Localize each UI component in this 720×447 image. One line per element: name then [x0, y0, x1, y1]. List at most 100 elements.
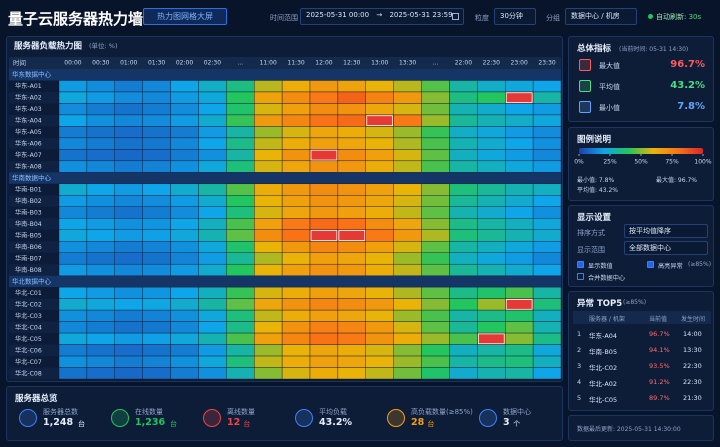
heat-cell	[170, 218, 199, 230]
group-value: 数据中心 / 机房	[571, 12, 620, 20]
heat-cell	[421, 298, 450, 311]
row-label: 华南-B06	[15, 243, 42, 251]
heat-cell	[198, 114, 227, 127]
heat-cell	[198, 229, 227, 242]
heat-cell	[58, 80, 88, 93]
group-select[interactable]: 数据中心 / 机房	[565, 8, 637, 25]
heat-cell	[393, 332, 422, 345]
heat-cell	[198, 103, 227, 116]
row-label-bg	[9, 195, 59, 207]
heat-cell	[170, 149, 199, 162]
checkbox-label: 合并数据中心	[588, 275, 626, 282]
heat-cell	[281, 263, 311, 276]
x-tick-label: 13:30	[399, 60, 416, 67]
heat-cell	[309, 332, 339, 345]
heat-cell	[142, 103, 171, 116]
heat-cell	[86, 183, 115, 196]
heat-cell	[337, 241, 366, 253]
x-tick-label: 22:30	[483, 60, 500, 67]
checkbox[interactable]	[577, 261, 584, 268]
heat-cell	[254, 286, 283, 299]
heat-cell	[337, 263, 366, 276]
heat-cell	[505, 229, 534, 242]
legend-title: 图例说明	[577, 135, 612, 145]
heat-cell	[393, 286, 422, 299]
server: 华北-C05	[589, 396, 618, 404]
sort-value: 按平均值降序	[629, 227, 671, 235]
granularity-select[interactable]: 30分钟	[494, 8, 536, 25]
heat-cell	[337, 160, 366, 173]
scope-select[interactable]: 全部数据中心	[624, 241, 708, 255]
range-input[interactable]: 2025-05-31 00:00 → 2025-05-31 23:59	[300, 8, 464, 25]
x-tick-label: 12:00	[315, 60, 332, 67]
heat-cell	[365, 91, 394, 104]
heat-cell	[58, 309, 88, 322]
heat-cell	[254, 263, 283, 276]
heat-cell	[477, 241, 506, 253]
current-value: 89.7%	[649, 394, 670, 402]
heat-cell	[421, 137, 450, 150]
heat-cell	[365, 103, 394, 116]
heat-cell	[281, 252, 311, 265]
heat-cell	[254, 344, 283, 357]
heat-cell	[142, 126, 171, 139]
heat-cell	[393, 252, 422, 265]
heat-cell	[393, 218, 422, 230]
heat-cell	[309, 286, 339, 299]
heat-cell	[254, 218, 283, 230]
heat-cell	[449, 160, 478, 173]
heat-cell	[254, 137, 283, 150]
x-tick-label: ...	[433, 60, 439, 67]
current-value: 91.2%	[649, 378, 670, 386]
heat-cell	[170, 252, 199, 265]
row-label: 华东-A01	[15, 82, 42, 90]
sort-select[interactable]: 按平均值降序	[624, 224, 708, 238]
heat-cell	[505, 344, 534, 357]
heat-cell	[532, 241, 562, 253]
heat-cell	[226, 137, 255, 150]
heat-cell	[477, 160, 506, 173]
heat-cell	[170, 355, 199, 368]
row-label: 华南-B03	[15, 209, 42, 217]
row-label: 华北-C06	[15, 346, 42, 354]
heat-cell	[309, 80, 339, 93]
heat-cell	[281, 218, 311, 230]
badge-button[interactable]: 热力图网格大屏	[143, 8, 227, 25]
heat-cell	[226, 263, 255, 276]
heat-cell	[198, 183, 227, 196]
x-tick-label: 11:00	[260, 60, 277, 67]
heat-cell	[477, 321, 506, 334]
heat-cell	[254, 229, 283, 242]
stat-value: 28	[411, 417, 425, 428]
row-label-bg	[9, 183, 59, 196]
heat-cell	[532, 321, 562, 334]
heat-cell	[505, 195, 534, 207]
current-value: 94.1%	[649, 346, 670, 354]
heat-cell	[505, 355, 534, 368]
heat-cell	[365, 206, 394, 219]
heat-cell	[142, 195, 171, 207]
heat-cell	[198, 149, 227, 162]
checkbox[interactable]	[647, 261, 654, 268]
heat-cell	[142, 149, 171, 162]
heat-cell	[170, 321, 199, 334]
heat-cell	[142, 91, 171, 104]
heat-cell	[254, 80, 283, 93]
heat-cell	[337, 114, 366, 127]
row-label: 华北-C05	[15, 335, 42, 343]
heat-cell	[114, 286, 143, 299]
checkbox[interactable]	[577, 273, 584, 280]
checkbox-note: (≥85%)	[688, 261, 712, 268]
heat-cell	[449, 355, 478, 368]
heat-cell	[198, 298, 227, 311]
heat-cell	[309, 195, 339, 207]
heat-cell	[532, 309, 562, 322]
anomaly-highlight	[338, 230, 366, 241]
heat-cell	[86, 309, 115, 322]
range-end: 2025-05-31 23:59	[389, 11, 453, 19]
heat-cell	[170, 229, 199, 242]
heat-cell	[393, 298, 422, 311]
heat-cell	[505, 252, 534, 265]
heat-cell	[365, 332, 394, 345]
top5-header-bg	[573, 311, 711, 324]
